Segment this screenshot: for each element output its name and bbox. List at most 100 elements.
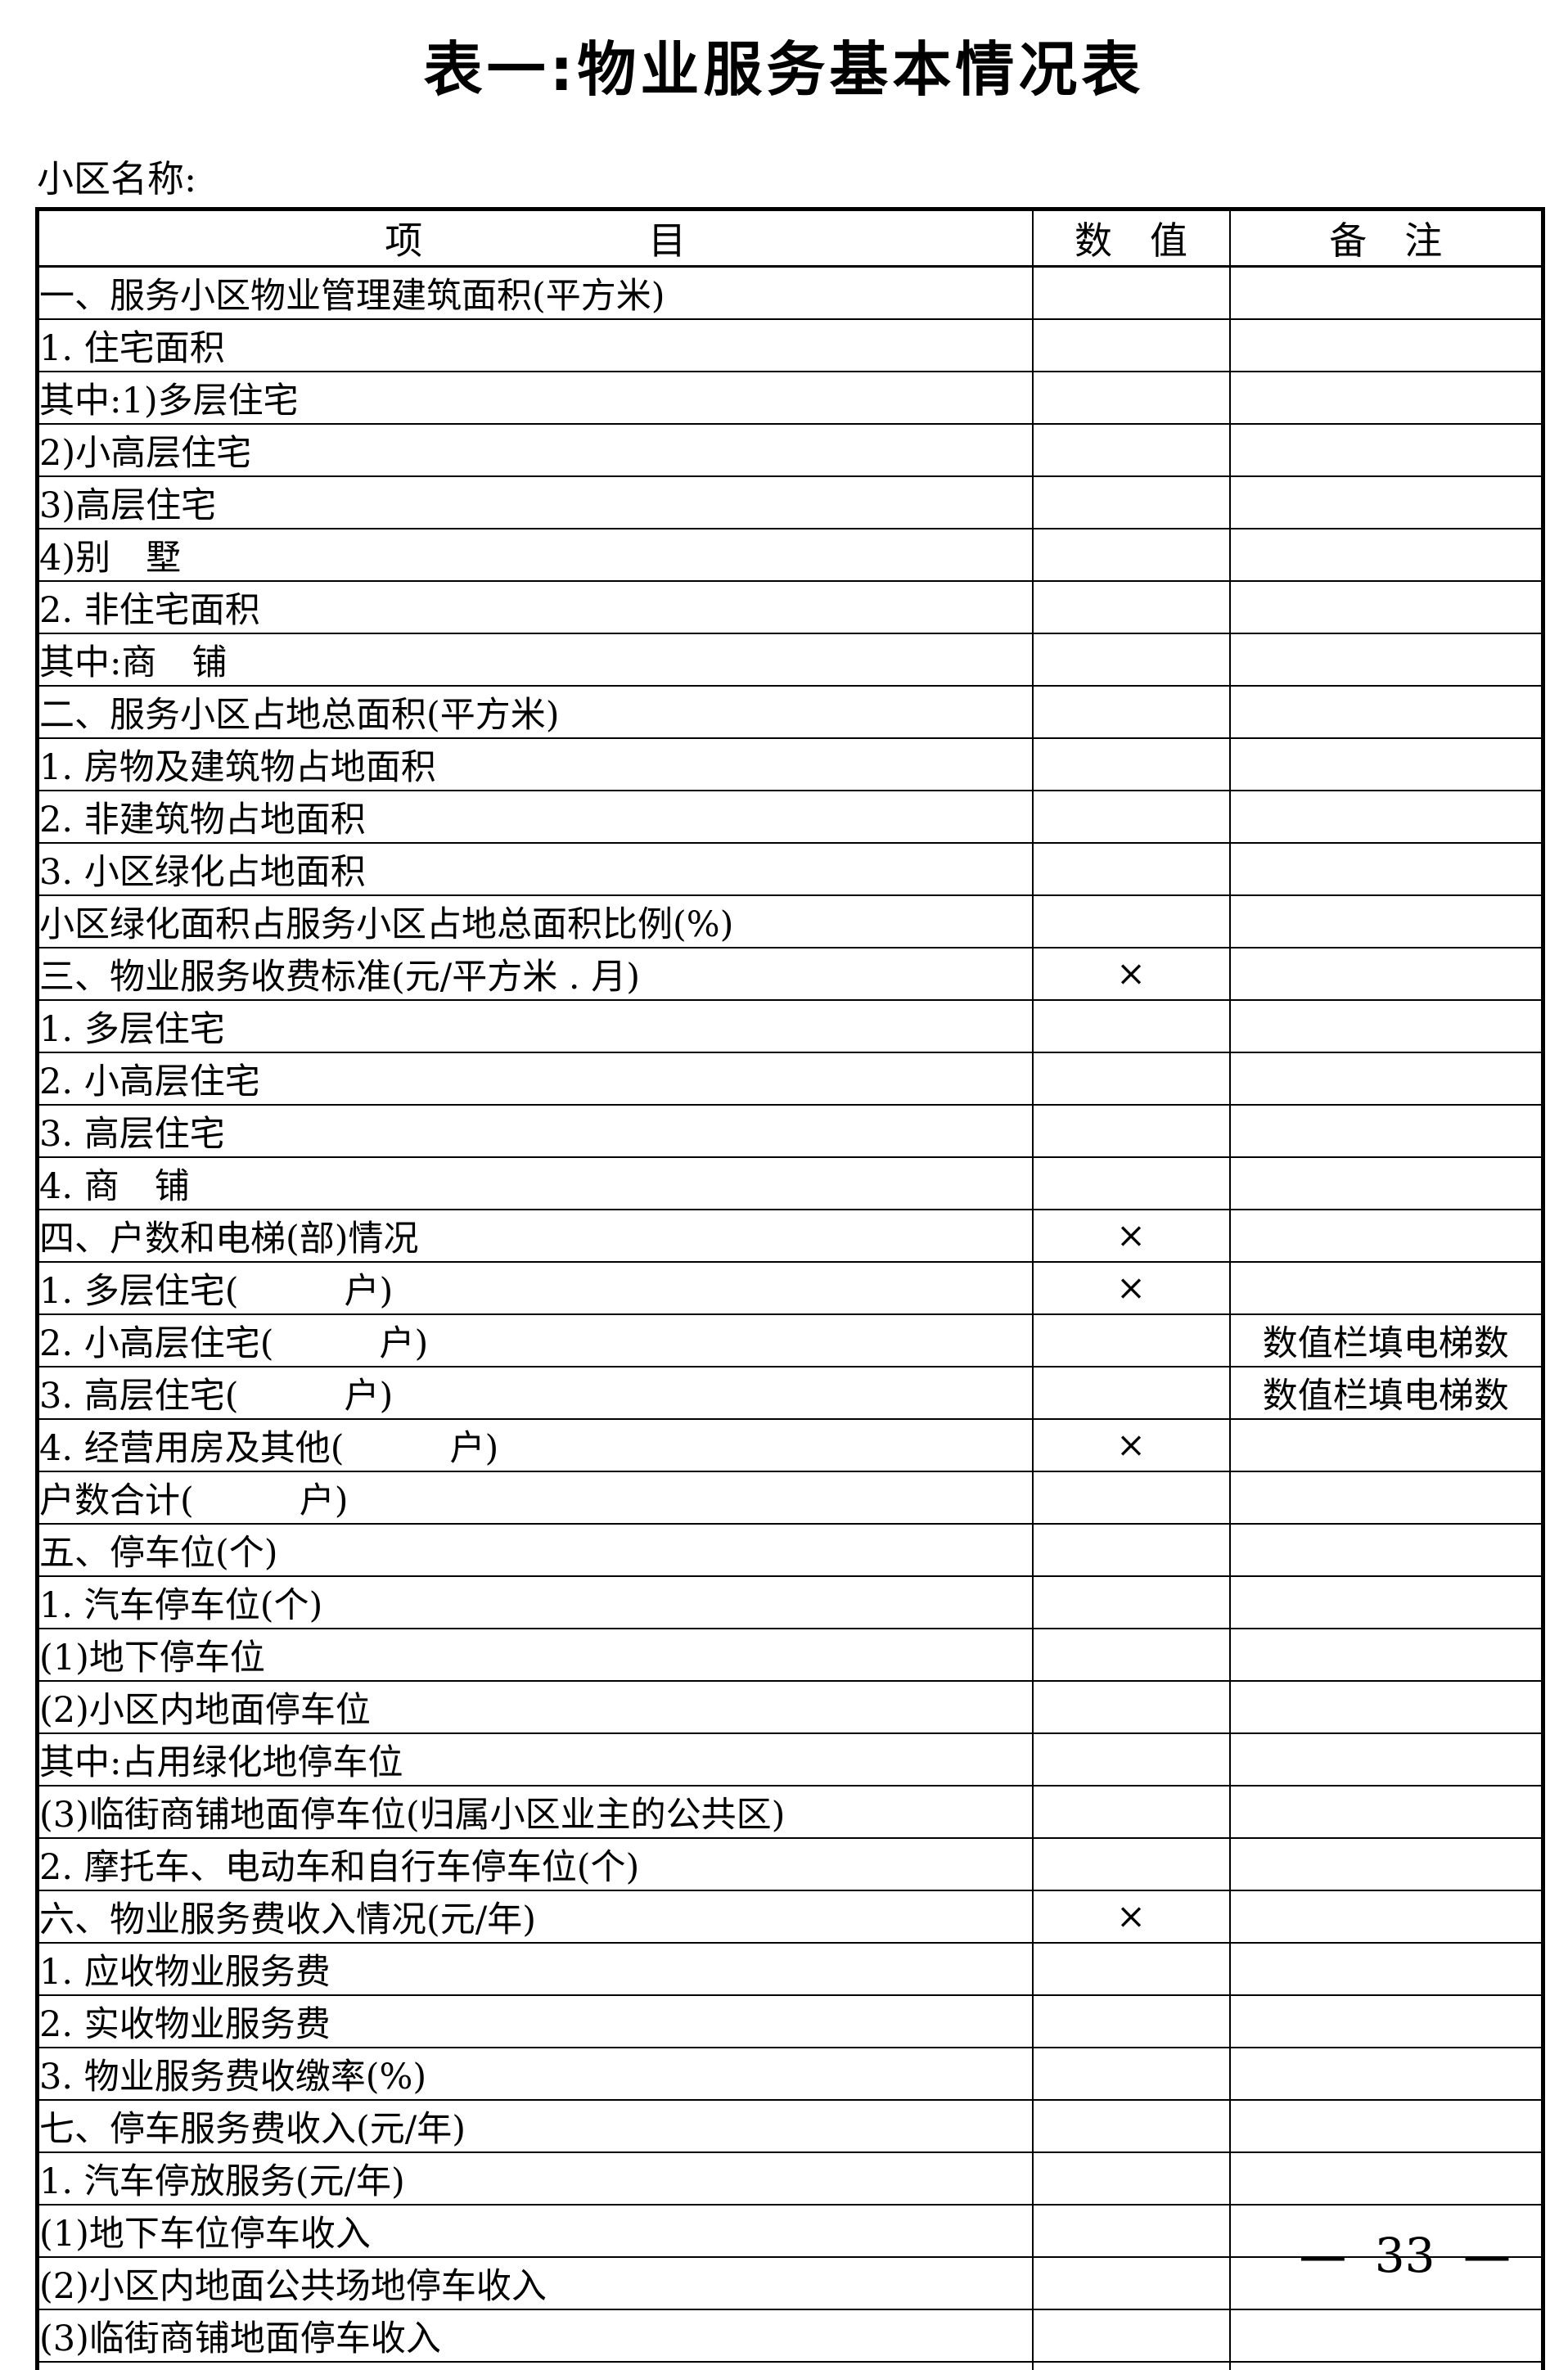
- table-row: 1. 汽车停车位(个): [36, 1575, 1544, 1629]
- note-cell: [1228, 1418, 1544, 1472]
- note-cell: [1228, 947, 1544, 1001]
- table-row: 其中:占用绿化地停车位: [36, 1732, 1544, 1787]
- value-cell: ×: [1031, 1209, 1231, 1263]
- column-header-note: 备 注: [1228, 208, 1544, 268]
- table-row: 3. 小区绿化占地面积: [36, 842, 1544, 896]
- value-cell: [1031, 2204, 1231, 2258]
- value-cell: [1031, 1680, 1231, 1734]
- value-cell: [1031, 1104, 1231, 1158]
- note-cell: [1228, 1732, 1544, 1787]
- item-cell: 六、物业服务费收入情况(元/年): [36, 1890, 1034, 1944]
- note-cell: [1228, 580, 1544, 634]
- note-cell: [1228, 1628, 1544, 1682]
- item-cell: 小区绿化面积占服务小区占地总面积比例(%): [36, 894, 1034, 948]
- column-header-item: 项 目: [36, 208, 1034, 268]
- item-cell: 1. 多层住宅: [36, 999, 1034, 1053]
- table-row: 1. 多层住宅( 户) ×: [36, 1261, 1544, 1315]
- value-cell: [1031, 580, 1231, 634]
- value-cell: [1031, 423, 1231, 477]
- note-cell: [1228, 633, 1544, 687]
- item-cell: 3. 高层住宅( 户): [36, 1366, 1034, 1420]
- value-cell: [1031, 2309, 1231, 2363]
- table-row: 1. 应收物业服务费: [36, 1942, 1544, 1996]
- table-row: 2. 非建筑物占地面积: [36, 790, 1544, 844]
- note-cell: [1228, 790, 1544, 844]
- value-cell: [1031, 685, 1231, 739]
- table-row: 六、物业服务费收入情况(元/年) ×: [36, 1890, 1544, 1944]
- note-cell: [1228, 842, 1544, 896]
- value-cell: [1031, 894, 1231, 948]
- value-cell: [1031, 999, 1231, 1053]
- note-cell: [1228, 1575, 1544, 1629]
- note-cell: [1228, 1994, 1544, 2048]
- table-row: 3. 高层住宅( 户) 数值栏填电梯数: [36, 1366, 1544, 1420]
- item-cell: 1. 多层住宅( 户): [36, 1261, 1034, 1315]
- note-cell: 数值栏填电梯数: [1228, 1313, 1544, 1367]
- note-cell: [1228, 265, 1544, 320]
- value-cell: [1031, 1366, 1231, 1420]
- table-row: 五、停车位(个): [36, 1523, 1544, 1577]
- table-row: 1. 房物及建筑物占地面积: [36, 737, 1544, 791]
- item-cell: (1)地下车位停车收入: [36, 2204, 1034, 2258]
- note-cell: [1228, 999, 1544, 1053]
- value-cell: [1031, 790, 1231, 844]
- value-cell: ×: [1031, 1261, 1231, 1315]
- value-cell: [1031, 1471, 1231, 1525]
- item-cell: (1)地下停车位: [36, 1628, 1034, 1682]
- value-cell: ×: [1031, 1890, 1231, 1944]
- item-cell: 3. 高层住宅: [36, 1104, 1034, 1158]
- table-row: 其中:商 铺: [36, 633, 1544, 687]
- note-cell: [1228, 2047, 1544, 2101]
- note-cell: 数值栏填电梯数: [1228, 1366, 1544, 1420]
- table-row: (3)临街商铺地面停车收入: [36, 2309, 1544, 2363]
- note-cell: [1228, 1680, 1544, 1734]
- value-cell: [1031, 2047, 1231, 2101]
- item-cell: 三、物业服务收费标准(元/平方米 . 月): [36, 947, 1034, 1001]
- table-row: (1)地下停车位: [36, 1628, 1544, 1682]
- note-cell: [1228, 2204, 1544, 2258]
- item-cell: 2)小高层住宅: [36, 423, 1034, 477]
- value-cell: [1031, 2256, 1231, 2310]
- column-header-value: 数 值: [1031, 208, 1231, 268]
- value-cell: [1031, 371, 1231, 425]
- value-cell: [1031, 475, 1231, 529]
- property-service-table: 项 目 数 值 备 注 一、服务小区物业管理建筑面积(平方米) 1. 住宅面积 其中…: [35, 207, 1545, 2370]
- table-row: 1. 多层住宅: [36, 999, 1544, 1053]
- note-cell: [1228, 1156, 1544, 1210]
- value-cell: [1031, 1523, 1231, 1577]
- value-cell: [1031, 1994, 1231, 2048]
- table-row: 七、停车服务费收入(元/年): [36, 2099, 1544, 2153]
- table-row: 二、服务小区占地总面积(平方米): [36, 685, 1544, 739]
- item-cell: 其中:1)多层住宅: [36, 371, 1034, 425]
- table-row: (2)小区内地面公共场地停车收入: [36, 2256, 1544, 2310]
- item-cell: 七、停车服务费收入(元/年): [36, 2099, 1034, 2153]
- note-cell: [1228, 2256, 1544, 2310]
- note-cell: [1228, 475, 1544, 529]
- value-cell: [1031, 1575, 1231, 1629]
- item-cell: (3)临街商铺地面停车收入: [36, 2309, 1034, 2363]
- value-cell: [1031, 1732, 1231, 1787]
- value-cell: [1031, 842, 1231, 896]
- note-cell: [1228, 2099, 1544, 2153]
- table-row: 四、户数和电梯(部)情况 ×: [36, 1209, 1544, 1263]
- note-cell: [1228, 1942, 1544, 1996]
- item-cell: 2. 非建筑物占地面积: [36, 790, 1034, 844]
- table-row: (3)临街商铺地面停车位(归属小区业主的公共区): [36, 1785, 1544, 1839]
- note-cell: [1228, 528, 1544, 582]
- value-cell: [1031, 2361, 1231, 2370]
- value-cell: [1031, 737, 1231, 791]
- item-cell: 4)别 墅: [36, 528, 1034, 582]
- table-row: 小区绿化面积占服务小区占地总面积比例(%): [36, 894, 1544, 948]
- note-cell: [1228, 685, 1544, 739]
- table-row: 1. 住宅面积: [36, 318, 1544, 372]
- table-row: 3. 高层住宅: [36, 1104, 1544, 1158]
- note-cell: [1228, 1209, 1544, 1263]
- table-row: 1. 汽车停放服务(元/年): [36, 2151, 1544, 2206]
- item-cell: (2)小区内地面公共场地停车收入: [36, 2256, 1034, 2310]
- item-cell: 1. 汽车停车位(个): [36, 1575, 1034, 1629]
- note-cell: [1228, 1890, 1544, 1944]
- item-cell: 3. 小区绿化占地面积: [36, 842, 1034, 896]
- item-cell: 2. 实收物业服务费: [36, 1994, 1034, 2048]
- note-cell: [1228, 2309, 1544, 2363]
